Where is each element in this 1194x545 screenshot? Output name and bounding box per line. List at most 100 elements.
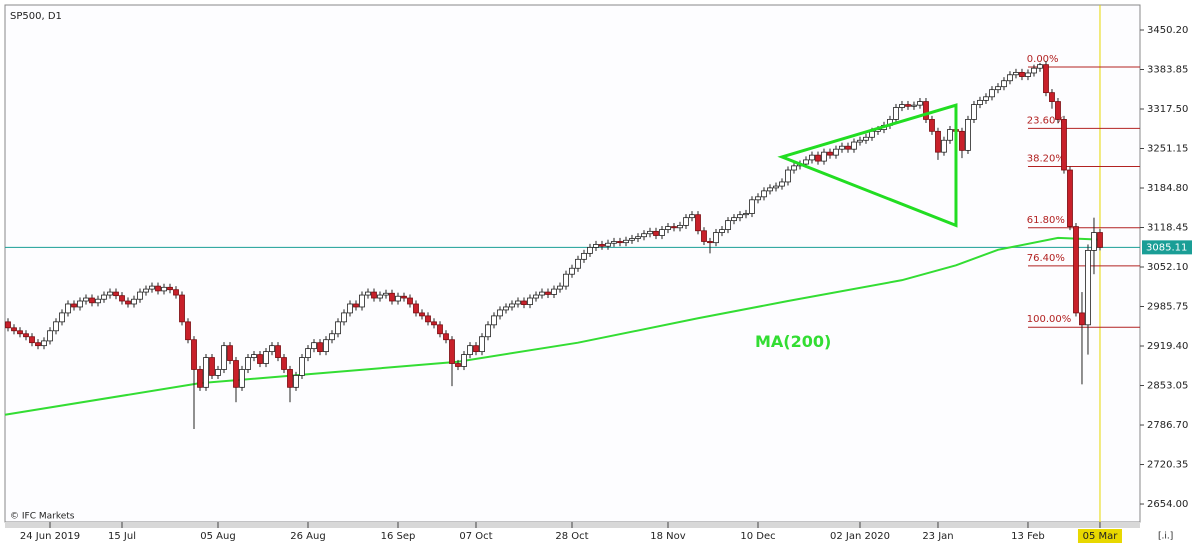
y-tick-label: 2720.35	[1147, 460, 1188, 471]
candle-body	[581, 252, 587, 260]
candle-body	[233, 360, 239, 388]
candle-body	[965, 119, 971, 151]
candle-body	[623, 239, 629, 244]
candle-body	[593, 244, 599, 248]
candle-body	[1025, 72, 1031, 77]
last-price-box	[1142, 240, 1192, 255]
candle-body	[521, 300, 527, 305]
candle-body	[923, 101, 929, 120]
candle-body	[5, 321, 11, 329]
candle-body	[401, 295, 407, 299]
candle-body	[491, 315, 497, 326]
candle-body	[1061, 119, 1067, 171]
fib-label: 23.60%	[1027, 115, 1065, 126]
candle-body	[941, 139, 947, 153]
candle-body	[107, 291, 113, 296]
candle-body	[431, 321, 437, 326]
candle-body	[1049, 92, 1055, 102]
candle-body	[47, 330, 53, 342]
candle-body	[293, 375, 299, 388]
candle-body	[185, 321, 191, 341]
candle-body	[257, 354, 263, 364]
candle-body	[587, 247, 593, 254]
candle-body	[131, 298, 137, 305]
candle-body	[767, 187, 773, 192]
candle-body	[641, 233, 647, 238]
candle-body	[809, 154, 815, 161]
candle-body	[443, 333, 449, 341]
candle-body	[959, 130, 965, 151]
candle-body	[977, 99, 983, 105]
x-tick-label: 23 Jan	[922, 531, 953, 542]
candle-body	[179, 294, 185, 323]
candle-body	[341, 312, 347, 323]
chart-title: SP500, D1	[10, 11, 62, 22]
candle-body	[101, 294, 107, 300]
last-price-label: 3085.11	[1146, 242, 1187, 253]
y-tick-label: 3383.85	[1147, 65, 1188, 76]
candle-body	[1019, 71, 1025, 77]
candle-body	[317, 342, 323, 353]
candle-body	[1097, 232, 1103, 248]
candle-body	[1043, 64, 1049, 94]
candle-body	[899, 104, 905, 108]
source: © IFC Markets	[10, 512, 75, 522]
candle-body	[371, 291, 377, 299]
candle-body	[995, 86, 1001, 91]
y-tick-label: 3052.10	[1147, 262, 1188, 273]
candle-body	[119, 295, 125, 302]
candle-body	[335, 321, 341, 335]
candle-body	[209, 357, 215, 376]
candle-body	[227, 345, 233, 361]
candle-body	[791, 165, 797, 171]
candle-body	[821, 151, 827, 162]
candle-body	[1079, 312, 1085, 326]
candle-body	[743, 213, 749, 216]
candle-body	[1067, 169, 1073, 227]
candle-body	[917, 101, 923, 106]
candle-body	[113, 291, 119, 297]
x-tick-label: 24 Jun 2019	[20, 531, 80, 542]
candle-body	[773, 185, 779, 189]
y-tick-label: 2853.05	[1147, 381, 1188, 392]
candle-body	[155, 285, 161, 292]
x-tick-label: 16 Sep	[381, 531, 416, 542]
candle-body	[665, 226, 671, 230]
candle-body	[677, 224, 683, 229]
candle-body	[929, 119, 935, 132]
y-tick-label: 2985.75	[1147, 302, 1188, 313]
fib-label: 0.00%	[1027, 54, 1059, 65]
candle-body	[89, 297, 95, 304]
candle-body	[833, 148, 839, 156]
candle-body	[485, 324, 491, 338]
candle-body	[551, 288, 557, 295]
candle-body	[545, 291, 551, 295]
candle-body	[695, 214, 701, 232]
candle-body	[857, 139, 863, 143]
candle-body	[197, 369, 203, 388]
triangle	[777, 103, 958, 228]
candle-body	[539, 291, 545, 296]
candle-body	[389, 292, 395, 302]
candle-body	[971, 104, 977, 120]
candle-body	[683, 217, 689, 226]
candle-body	[731, 217, 737, 222]
candle-body	[1013, 71, 1019, 76]
candle-body	[749, 199, 755, 214]
candle-body	[737, 214, 743, 219]
candle-body	[269, 345, 275, 353]
candle-body	[719, 229, 725, 233]
candle-body	[95, 298, 101, 304]
x-tick-label: 05 Aug	[200, 531, 235, 542]
candle-body	[635, 236, 641, 239]
candle-body	[659, 229, 665, 236]
candle-body	[173, 289, 179, 296]
candle-body	[575, 258, 581, 269]
candle-body	[725, 220, 731, 230]
candle-body	[611, 241, 617, 244]
candle-body	[785, 169, 791, 183]
candle-body	[1091, 232, 1097, 251]
candle-body	[647, 230, 653, 235]
candle-body	[29, 336, 35, 344]
candle-body	[299, 357, 305, 376]
